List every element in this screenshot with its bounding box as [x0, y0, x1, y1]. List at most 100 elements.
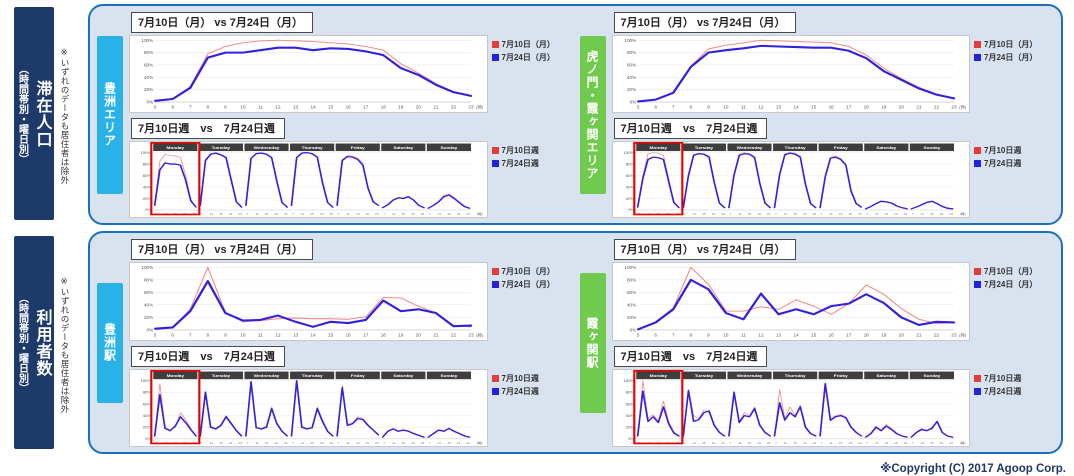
svg-text:7: 7	[911, 212, 913, 215]
svg-text:Friday: Friday	[351, 145, 366, 149]
svg-text:11: 11	[741, 333, 746, 338]
svg-text:7: 7	[729, 441, 731, 445]
legend-label: 7月10日（月）	[501, 267, 555, 276]
chart-block-weekly: 7月10日週 vs 7月24日週 0% 20% 40% 60% 80% 100% Monda…	[129, 117, 572, 218]
svg-text:23: 23	[766, 212, 770, 215]
svg-text:11: 11	[210, 212, 214, 215]
legend-label: 7月10日週	[501, 373, 539, 383]
legend-swatch-blue	[491, 387, 499, 395]
svg-text:13: 13	[293, 333, 299, 338]
svg-text:0%: 0%	[629, 100, 636, 105]
svg-text:0%: 0%	[628, 437, 635, 441]
svg-text:6: 6	[654, 105, 657, 110]
svg-text:5: 5	[154, 105, 157, 110]
svg-text:80%: 80%	[144, 278, 153, 283]
svg-text:20: 20	[898, 333, 904, 338]
svg-text:7: 7	[866, 441, 868, 445]
svg-text:100%: 100%	[624, 265, 636, 270]
svg-text:100%: 100%	[141, 38, 153, 43]
section-stay-population: 豊洲エリア 7月10日（月） vs 7月24日（月） 0% 20% 40% 60% 80…	[88, 4, 1063, 225]
svg-text:23: 23	[951, 105, 957, 110]
svg-text:7: 7	[820, 212, 822, 215]
area-label-toyosu-area: 豊洲エリア	[97, 35, 123, 194]
svg-text:Monday: Monday	[649, 145, 667, 149]
svg-text:19: 19	[802, 441, 806, 445]
svg-text:20%: 20%	[626, 315, 635, 320]
svg-text:16: 16	[346, 333, 352, 338]
svg-text:5: 5	[154, 333, 157, 338]
svg-text:19: 19	[320, 212, 324, 215]
svg-text:15: 15	[702, 212, 706, 215]
legend-label: 7月24日週	[501, 386, 539, 396]
chart-block-weekly: 7月10日週 vs 7月24日週 0% 20% 40% 60% 80% 100% Monda…	[611, 117, 1055, 218]
svg-text:7: 7	[201, 441, 203, 445]
svg-text:23: 23	[721, 212, 725, 215]
svg-text:20: 20	[416, 105, 422, 110]
svg-text:23: 23	[812, 212, 816, 215]
svg-text:15: 15	[747, 212, 751, 215]
svg-text:21: 21	[916, 105, 922, 110]
svg-text:7: 7	[683, 212, 685, 215]
legend-swatch-red	[974, 146, 981, 154]
svg-text:Wednesday: Wednesday	[736, 145, 762, 149]
svg-text:15: 15	[811, 333, 817, 338]
svg-text:19: 19	[711, 212, 715, 215]
legend-label: 7月24日（月）	[501, 53, 555, 62]
hourly-line-chart: 0% 20% 40% 60% 80% 100% 5 6 7 8 9 10 11 12 13 14 15 16 17 1…	[130, 263, 487, 340]
svg-text:100%: 100%	[624, 38, 636, 43]
svg-text:19: 19	[881, 105, 887, 110]
svg-text:19: 19	[366, 441, 370, 445]
svg-text:7: 7	[429, 212, 431, 215]
chart-panel: 0% 20% 40% 60% 80% 100% 5 6 7 8 9 10 11 12 13 14 15 16 17 1…	[611, 262, 970, 341]
svg-text:19: 19	[802, 212, 806, 215]
svg-text:80%: 80%	[626, 278, 635, 283]
svg-text:11: 11	[920, 441, 924, 445]
svg-text:Tuesday: Tuesday	[212, 145, 231, 149]
svg-text:(時): (時)	[959, 211, 965, 215]
chart-legend: 7月10日週 7月24日週	[974, 369, 1054, 448]
svg-text:7: 7	[189, 105, 192, 110]
svg-text:40%: 40%	[626, 303, 635, 308]
chart-title: 7月10日（月） vs 7月24日（月）	[613, 239, 796, 260]
svg-text:0%: 0%	[147, 328, 154, 333]
svg-text:20%: 20%	[143, 197, 152, 200]
svg-text:Wednesday: Wednesday	[254, 373, 280, 377]
section-note: ※いずれのデータも居住者は除外	[60, 277, 70, 414]
svg-text:Wednesday: Wednesday	[736, 373, 762, 377]
quadrant-toyosu-station: 豊洲駅 7月10日（月） vs 7月24日（月） 0% 20% 40% 60% 80% 1…	[97, 238, 572, 447]
svg-text:15: 15	[930, 441, 934, 445]
svg-text:13: 13	[775, 105, 781, 110]
svg-text:19: 19	[894, 441, 898, 445]
chart-panel: 0% 20% 40% 60% 80% 100% 5 6 7 8 9 10 11 12 13 14 15 16 17 1…	[611, 35, 970, 113]
legend-label: 7月24日（月）	[984, 53, 1038, 62]
svg-text:Thursday: Thursday	[302, 145, 324, 149]
legend-swatch-red	[974, 268, 981, 275]
svg-text:15: 15	[328, 333, 334, 338]
svg-text:8: 8	[207, 333, 210, 338]
svg-text:12: 12	[275, 105, 281, 110]
chart-block-weekly: 7月10日週 vs 7月24日週 0% 20% 40% 60% 80% 100% Monda…	[129, 345, 572, 447]
svg-text:13: 13	[775, 333, 781, 338]
svg-text:19: 19	[229, 441, 233, 445]
svg-text:19: 19	[274, 441, 278, 445]
svg-text:7: 7	[820, 441, 822, 445]
svg-text:19: 19	[757, 212, 761, 215]
svg-text:19: 19	[711, 441, 715, 445]
chart-panel: 0% 20% 40% 60% 80% 100% Monday 7 11 15 19 23 Tuesday…	[129, 140, 488, 218]
svg-text:40%: 40%	[143, 414, 152, 418]
svg-text:15: 15	[447, 212, 451, 215]
svg-text:19: 19	[229, 212, 233, 215]
svg-text:80%: 80%	[625, 162, 634, 165]
svg-text:20%: 20%	[626, 88, 635, 93]
svg-text:22: 22	[451, 105, 457, 110]
svg-text:9: 9	[707, 105, 710, 110]
section-note: ※いずれのデータも居住者は除外	[60, 48, 70, 185]
svg-text:19: 19	[848, 212, 852, 215]
svg-text:7: 7	[671, 105, 674, 110]
svg-text:11: 11	[347, 441, 351, 445]
hourly-line-chart: 0% 20% 40% 60% 80% 100% 5 6 7 8 9 10 11 12 13 14 15 16 17 1…	[130, 36, 487, 112]
svg-text:19: 19	[457, 441, 461, 445]
svg-text:23: 23	[421, 441, 425, 445]
svg-text:(時): (時)	[959, 332, 967, 338]
svg-text:40%: 40%	[143, 185, 152, 188]
